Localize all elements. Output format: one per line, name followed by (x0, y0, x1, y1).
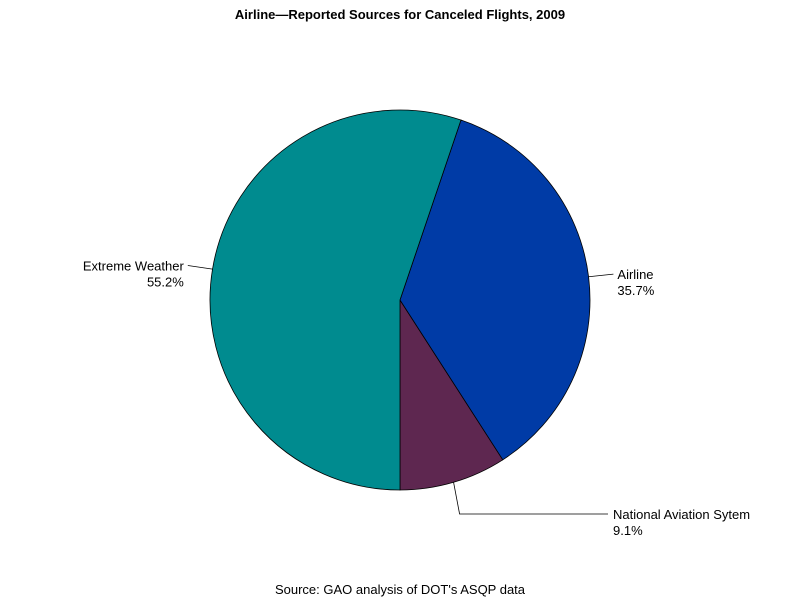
pie-slice-extreme-weather (209, 109, 462, 491)
leader-line (588, 273, 614, 278)
pie-slice-national-aviation-sytem (399, 298, 504, 491)
pie-slice-airline (399, 119, 591, 461)
slice-label: National Aviation Sytem (613, 507, 750, 522)
slice-label: Extreme Weather (83, 259, 185, 274)
chart-title: Airline—Reported Sources for Canceled Fl… (235, 7, 565, 22)
slice-value-label: 9.1% (613, 523, 643, 538)
leader-line (187, 265, 213, 270)
slice-value-label: 55.2% (147, 275, 184, 290)
leader-line (453, 482, 608, 515)
slice-label: Airline (617, 267, 653, 282)
chart-footnote: Source: GAO analysis of DOT's ASQP data (275, 582, 526, 597)
slice-value-label: 35.7% (617, 283, 654, 298)
